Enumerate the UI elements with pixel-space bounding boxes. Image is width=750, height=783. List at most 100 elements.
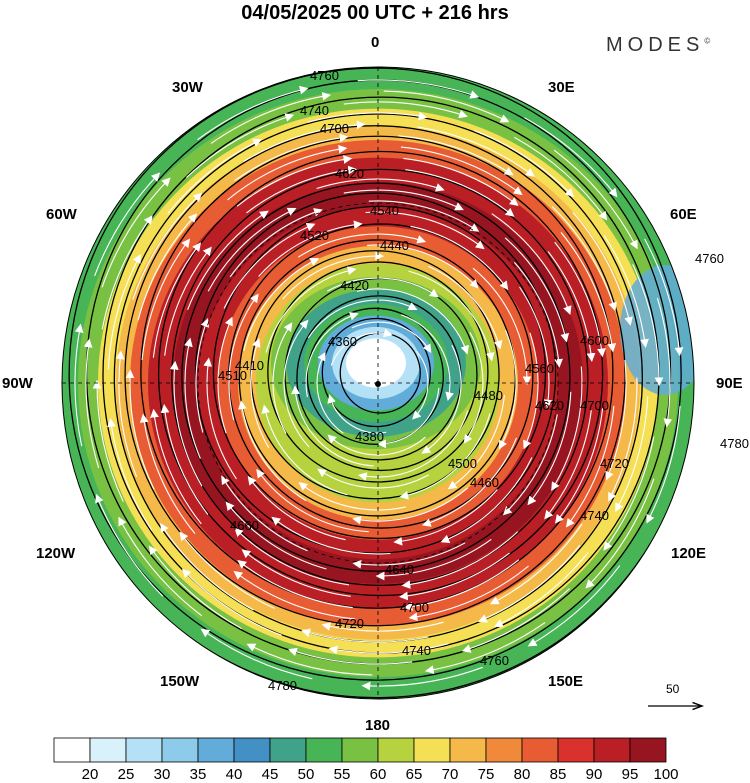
streamline: [514, 136, 608, 221]
lon-label-120w: 120W: [36, 545, 76, 562]
height-contour: [171, 168, 589, 587]
latitude-circle: [197, 202, 559, 564]
colorbar-tick-label: 95: [621, 766, 639, 783]
colorbar-tick-label: 80: [513, 766, 531, 783]
streamline: [139, 413, 196, 534]
streamline: [422, 437, 518, 527]
streamline: [94, 172, 161, 277]
contour-label: 4700: [320, 121, 349, 136]
streamline: [265, 266, 357, 353]
colorbar-tick-label: 40: [225, 766, 243, 783]
contour-label: 4620: [335, 166, 364, 181]
streamline: [330, 328, 393, 366]
streamline: [656, 298, 673, 428]
streamline: [316, 351, 344, 434]
streamline: [489, 523, 583, 605]
colorbar-tick-label: 100: [653, 766, 679, 783]
lon-label-0: 0: [371, 34, 380, 51]
streamline: [307, 111, 428, 123]
streamline: [361, 666, 483, 691]
streamline: [229, 208, 323, 278]
streamline: [160, 523, 254, 611]
streamline: [403, 157, 519, 207]
streamline: [152, 242, 202, 358]
colorbar-tick-label: 50: [297, 766, 315, 783]
streamline: [283, 319, 310, 448]
colorbar-swatch: [593, 737, 631, 763]
streamline: [327, 277, 439, 298]
streamline: [428, 265, 503, 350]
streamline: [217, 316, 233, 434]
streamline: [179, 531, 275, 609]
contour-label: 4740: [300, 103, 329, 118]
contour-label: 4760: [480, 653, 509, 668]
streamline: [513, 262, 563, 368]
streamline: [603, 436, 655, 551]
streamline: [237, 400, 307, 502]
contour-label: 4740: [402, 643, 431, 658]
lon-label-30w: 30W: [172, 79, 203, 96]
streamline: [401, 531, 519, 589]
contour-label: 4480: [474, 388, 503, 403]
height-contour: [157, 150, 604, 597]
lon-label-90e: 90E: [716, 375, 743, 392]
streamline: [494, 552, 589, 627]
streamline: [615, 396, 649, 513]
modes-logo: MODES©: [606, 34, 710, 57]
streamline: [383, 90, 510, 123]
streamline: [327, 394, 387, 434]
colorbar-swatch: [521, 737, 559, 763]
height-contour: [62, 67, 694, 699]
streamline: [107, 418, 153, 531]
streamline: [164, 246, 212, 356]
streamline: [234, 133, 349, 182]
contour-label: 4740: [580, 508, 609, 523]
streamline: [646, 405, 681, 524]
streamline: [424, 622, 546, 675]
streamline: [101, 215, 153, 330]
contour-label: 4510: [218, 368, 247, 383]
contour-label: 4540: [370, 203, 399, 218]
streamline: [352, 487, 469, 525]
lon-label-90w: 90W: [2, 375, 33, 392]
streamline: [504, 237, 570, 343]
streamline: [272, 322, 293, 434]
streamline: [544, 410, 592, 520]
contour-label: 4760: [695, 251, 724, 266]
colorbar-swatch: [485, 737, 523, 763]
height-contour: [181, 182, 571, 572]
streamline: [463, 332, 484, 444]
streamline: [221, 475, 308, 552]
streamline: [328, 643, 449, 655]
streamline: [357, 79, 480, 99]
streamline: [187, 210, 269, 310]
height-contour: [321, 317, 431, 428]
height-contour: [212, 205, 547, 540]
speed-band: [346, 338, 406, 388]
streamline: [83, 338, 100, 468]
streamline: [410, 225, 509, 291]
contour-label: 4600: [580, 333, 609, 348]
colorbar-tick-label: 20: [81, 766, 99, 783]
height-contour: [238, 239, 516, 517]
contour-label: 4420: [340, 278, 369, 293]
streamline: [502, 414, 558, 516]
map-boundary: [61, 66, 695, 700]
streamline: [181, 568, 282, 636]
reference-vector-label: 50: [666, 682, 680, 696]
streamline: [195, 318, 210, 433]
streamline: [256, 468, 369, 533]
lon-label-120e: 120E: [671, 545, 707, 562]
streamline: [132, 192, 203, 300]
streamline: [572, 211, 633, 326]
colorbar-swatch: [89, 737, 127, 763]
streamline: [399, 413, 491, 500]
streamline: [447, 394, 505, 490]
streamline: [421, 344, 462, 454]
contour-label: 4780: [268, 678, 297, 693]
streamline: [519, 286, 553, 409]
contour-label: 4640: [385, 562, 414, 577]
streamline: [137, 213, 198, 321]
streamline: [197, 85, 309, 141]
